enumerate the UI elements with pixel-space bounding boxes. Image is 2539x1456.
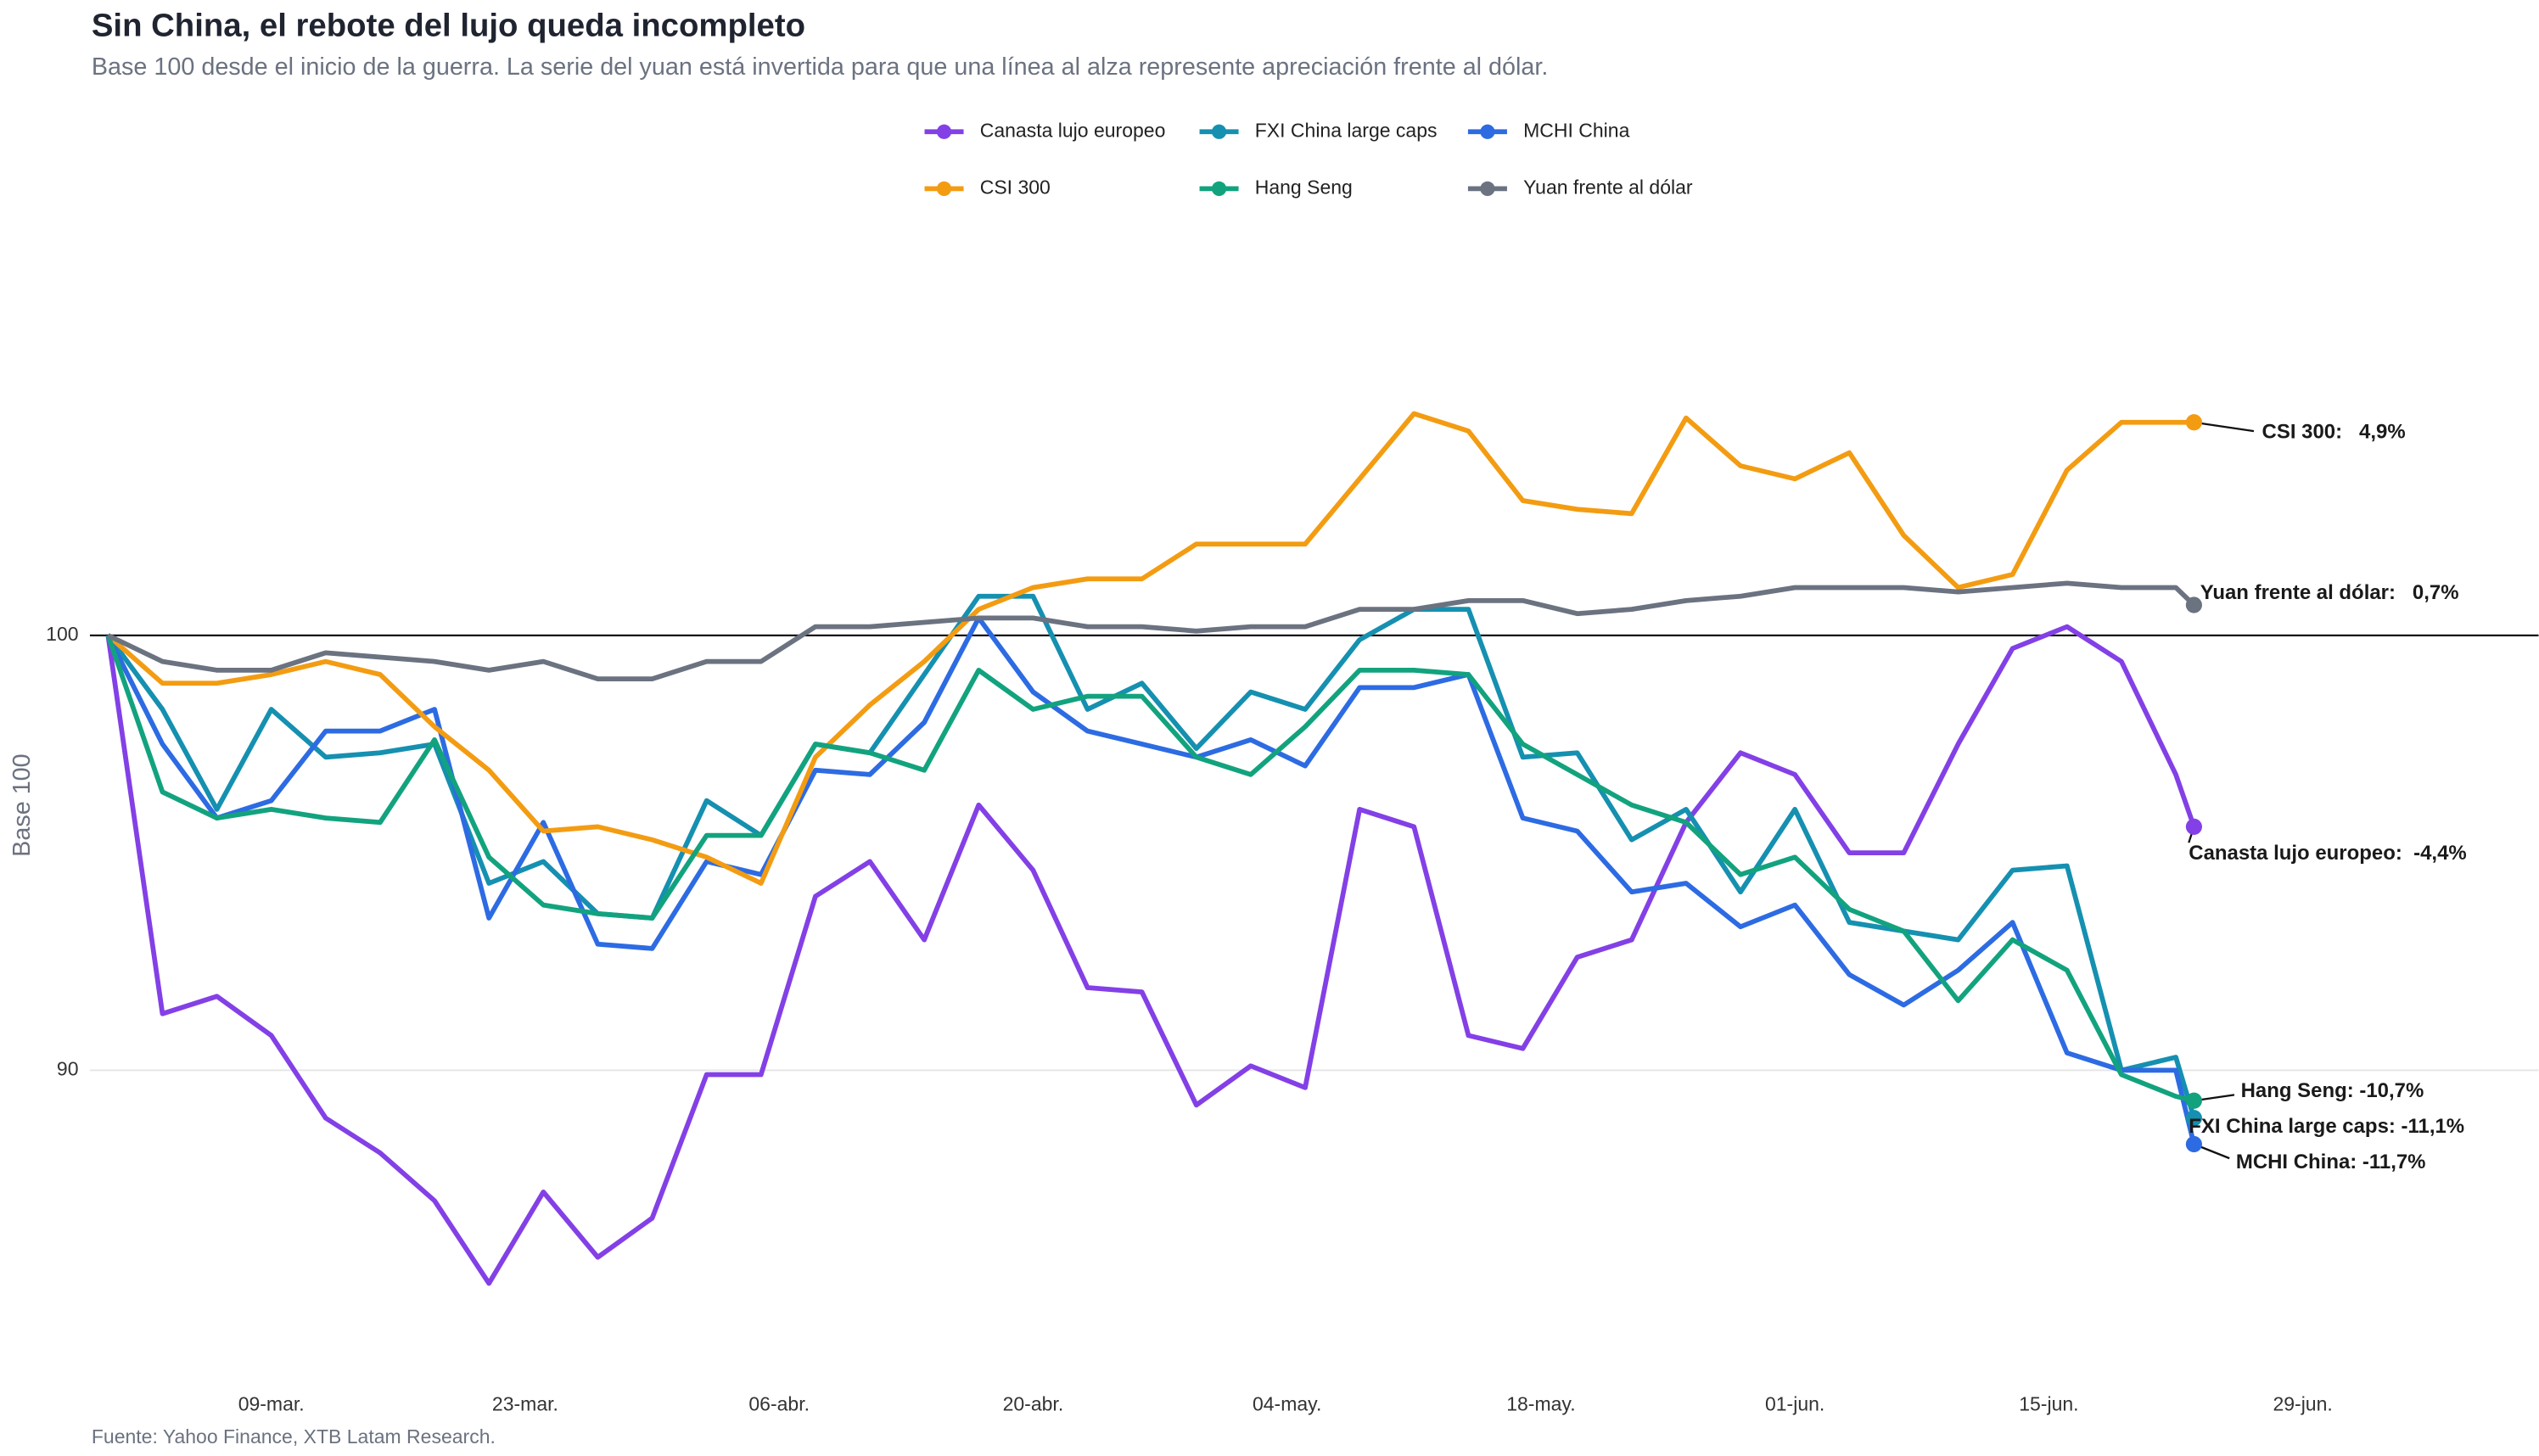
end-label: FXI China large caps: -11,1%: [2189, 1115, 2464, 1138]
series-line: [106, 411, 2194, 886]
end-label: CSI 300: 4,9%: [2262, 420, 2406, 443]
legend-dot: [936, 181, 952, 197]
legend-item: CSI 300: [924, 176, 1051, 198]
x-tick-label: 20-abr.: [1003, 1393, 1064, 1415]
legend-label: CSI 300: [980, 176, 1051, 198]
x-tick-label: 18-may.: [1506, 1393, 1575, 1415]
end-label: Yuan frente al dólar: 0,7%: [2200, 581, 2459, 604]
x-tick-label: 29-jun.: [2273, 1393, 2332, 1415]
end-point: [2185, 414, 2202, 431]
legend-dot: [936, 124, 952, 139]
legend-label: Canasta lujo europeo: [980, 119, 1166, 141]
legend-label: Yuan frente al dólar: [1523, 176, 1693, 198]
legend-label: FXI China large caps: [1255, 119, 1438, 141]
legend-item: Hang Seng: [1199, 176, 1353, 198]
y-tick-label: 90: [57, 1057, 79, 1079]
legend-item: Yuan frente al dólar: [1467, 176, 1693, 198]
chart-subtitle: Base 100 desde el inicio de la guerra. L…: [92, 53, 1549, 81]
x-tick-label: 06-abr.: [748, 1393, 810, 1415]
x-tick-label: 01-jun.: [1765, 1393, 1824, 1415]
x-tick-label: 09-mar.: [238, 1393, 305, 1415]
series-line: [105, 634, 2195, 1104]
end-label: Hang Seng: -10,7%: [2241, 1079, 2424, 1102]
y-axis-title: Base 100: [8, 753, 36, 857]
series-line: [105, 615, 2197, 1145]
end-label: MCHI China: -11,7%: [2236, 1151, 2426, 1173]
series-line: [106, 593, 2197, 1119]
series-line: [105, 624, 2197, 1286]
chart-title: Sin China, el rebote del lujo queda inco…: [92, 8, 805, 44]
y-tick-label: 100: [46, 623, 78, 645]
end-point: [2185, 1135, 2202, 1153]
legend-label: Hang Seng: [1255, 176, 1353, 198]
legend-item: FXI China large caps: [1199, 119, 1438, 141]
legend-dot: [1480, 181, 1495, 197]
label-leader: [2194, 421, 2255, 433]
end-point: [2185, 818, 2202, 835]
source-note: Fuente: Yahoo Finance, XTB Latam Researc…: [92, 1425, 496, 1448]
x-tick-label: 04-may.: [1253, 1393, 1321, 1415]
legend-dot: [1211, 124, 1227, 139]
legend-label: MCHI China: [1523, 119, 1629, 141]
x-tick-label: 23-mar.: [492, 1393, 558, 1415]
legend-item: MCHI China: [1467, 119, 1630, 141]
end-point: [2185, 596, 2202, 613]
end-point: [2185, 1092, 2202, 1109]
legend-dot: [1211, 181, 1227, 197]
end-point: [2185, 1110, 2202, 1127]
x-tick-label: 15-jun.: [2019, 1393, 2078, 1415]
series-line: [107, 580, 2196, 681]
end-label: Canasta lujo europeo: -4,4%: [2189, 842, 2466, 865]
legend-item: Canasta lujo europeo: [924, 119, 1166, 141]
legend-dot: [1480, 124, 1495, 139]
